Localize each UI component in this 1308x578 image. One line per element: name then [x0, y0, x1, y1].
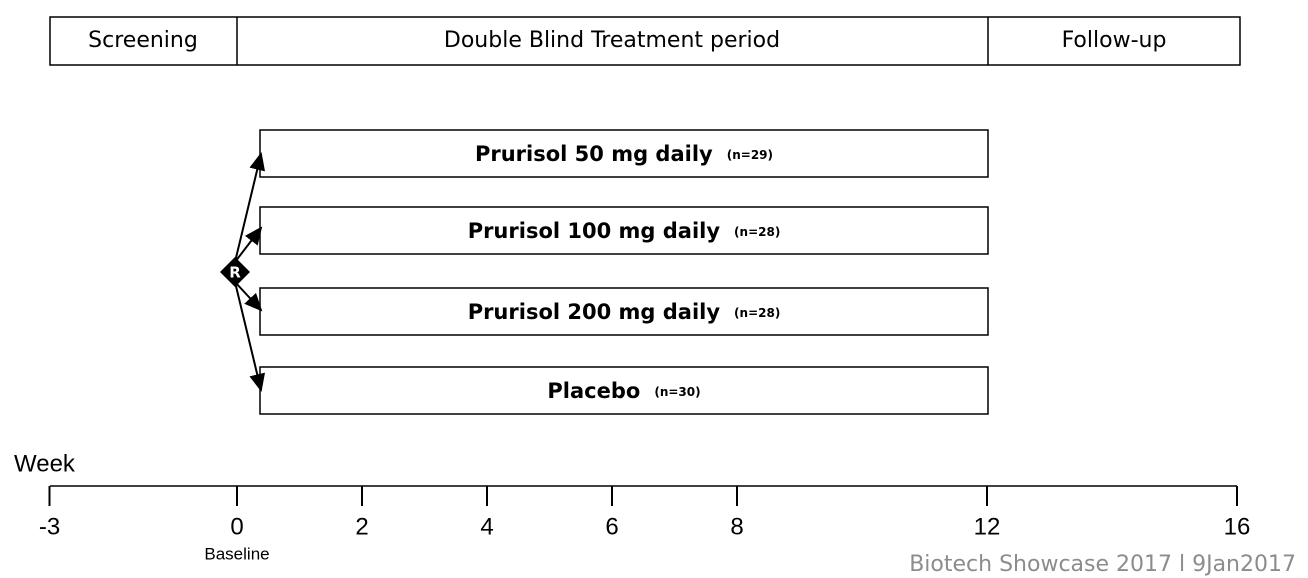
tick-label: 0	[230, 513, 243, 540]
arm-n: (n=28)	[734, 306, 780, 320]
arm-text: Prurisol 50 mg daily (n=29)	[475, 142, 773, 166]
tick-label: 4	[480, 513, 493, 540]
arm-text: Prurisol 200 mg daily (n=28)	[468, 300, 781, 324]
tick-label: -3	[39, 513, 60, 540]
tick-label: 12	[974, 513, 1001, 540]
arm-n: (n=30)	[654, 385, 700, 399]
arrow	[234, 281, 266, 392]
arm-box	[259, 287, 989, 336]
arrow	[234, 226, 263, 263]
randomization-label: R	[229, 264, 241, 282]
arm-box	[259, 206, 989, 255]
tick-label: 16	[1224, 513, 1251, 540]
tick-label: 6	[605, 513, 618, 540]
phase-label: Double Blind Treatment period	[444, 28, 780, 53]
footer: Biotech Showcase 2017 l 9Jan2017	[909, 552, 1296, 577]
randomization-diamond	[220, 257, 250, 287]
arm-label: Prurisol 100 mg daily	[468, 219, 721, 243]
arrow	[234, 152, 266, 263]
arm-box	[259, 366, 989, 415]
arm-label: Prurisol 200 mg daily	[468, 300, 721, 324]
ticks: -3 0 2 4 6 8 12 16	[39, 486, 1251, 540]
phase-label: Follow-up	[1062, 28, 1167, 53]
arms: Prurisol 50 mg daily (n=29) Prurisol 100 m…	[259, 129, 989, 415]
arm-text: Prurisol 100 mg daily (n=28)	[468, 219, 781, 243]
arm-text: Placebo (n=30)	[547, 379, 700, 403]
tick-label: 2	[355, 513, 368, 540]
arm-n: (n=28)	[734, 225, 780, 239]
axis-label: Week	[14, 450, 76, 477]
baseline-label: Baseline	[204, 544, 269, 563]
phase-label: Screening	[88, 28, 198, 53]
arm-label: Placebo	[547, 379, 640, 403]
arm-label: Prurisol 50 mg daily	[475, 142, 713, 166]
arm-box	[259, 129, 989, 178]
arrow	[234, 281, 263, 312]
arrows	[234, 152, 266, 392]
tick-label: 8	[730, 513, 743, 540]
arm-n: (n=29)	[727, 148, 773, 162]
phase-box	[49, 16, 1241, 66]
